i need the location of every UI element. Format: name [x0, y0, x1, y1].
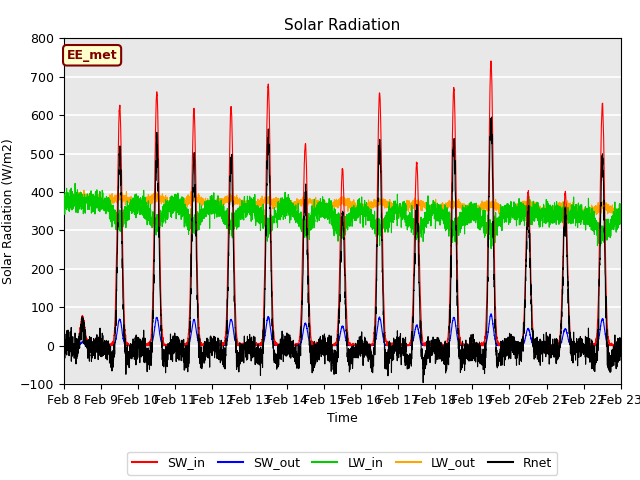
- SW_out: [161, 343, 168, 348]
- Rnet: [467, 352, 475, 358]
- LW_out: [80, 187, 88, 193]
- LW_in: [617, 220, 625, 226]
- LW_out: [436, 207, 444, 213]
- SW_out: [487, 311, 495, 317]
- SW_in: [467, 342, 475, 348]
- Rnet: [322, 349, 330, 355]
- Rnet: [616, 346, 624, 351]
- LW_out: [322, 201, 330, 207]
- SW_in: [322, 342, 330, 348]
- SW_out: [499, 343, 507, 348]
- Line: Rnet: Rnet: [64, 117, 621, 383]
- Line: SW_out: SW_out: [64, 314, 621, 346]
- LW_out: [617, 211, 625, 217]
- LW_in: [161, 209, 168, 215]
- SW_out: [60, 343, 68, 348]
- LW_in: [487, 246, 495, 252]
- Rnet: [617, 353, 625, 359]
- LW_out: [467, 209, 475, 215]
- Line: LW_out: LW_out: [64, 190, 621, 218]
- LW_out: [499, 206, 507, 212]
- SW_out: [60, 343, 68, 348]
- SW_in: [60, 343, 68, 348]
- LW_in: [60, 190, 68, 195]
- SW_out: [436, 342, 444, 348]
- SW_out: [322, 342, 330, 348]
- LW_in: [467, 217, 475, 223]
- Rnet: [488, 114, 495, 120]
- LW_in: [436, 210, 444, 216]
- Rnet: [60, 335, 68, 340]
- Y-axis label: Solar Radiation (W/m2): Solar Radiation (W/m2): [1, 138, 14, 284]
- LW_in: [322, 202, 330, 207]
- SW_in: [499, 343, 507, 348]
- LW_in: [499, 212, 507, 217]
- SW_in: [436, 343, 444, 348]
- SW_in: [616, 342, 624, 348]
- Rnet: [499, 352, 507, 358]
- SW_in: [161, 342, 168, 348]
- Text: EE_met: EE_met: [67, 49, 117, 62]
- LW_out: [60, 197, 68, 203]
- Legend: SW_in, SW_out, LW_in, LW_out, Rnet: SW_in, SW_out, LW_in, LW_out, Rnet: [127, 452, 557, 475]
- LW_out: [579, 216, 586, 221]
- SW_in: [617, 343, 625, 348]
- SW_in: [487, 58, 495, 64]
- Line: SW_in: SW_in: [64, 61, 621, 346]
- LW_in: [616, 218, 624, 224]
- SW_in: [60, 342, 68, 348]
- SW_out: [616, 343, 624, 348]
- Title: Solar Radiation: Solar Radiation: [284, 18, 401, 33]
- X-axis label: Time: Time: [327, 412, 358, 425]
- LW_out: [161, 194, 168, 200]
- LW_in: [71, 180, 79, 186]
- LW_out: [616, 212, 624, 218]
- Rnet: [419, 380, 427, 385]
- Rnet: [436, 346, 444, 352]
- Rnet: [160, 349, 168, 355]
- SW_out: [467, 343, 475, 348]
- Line: LW_in: LW_in: [64, 183, 621, 249]
- SW_out: [617, 343, 625, 348]
